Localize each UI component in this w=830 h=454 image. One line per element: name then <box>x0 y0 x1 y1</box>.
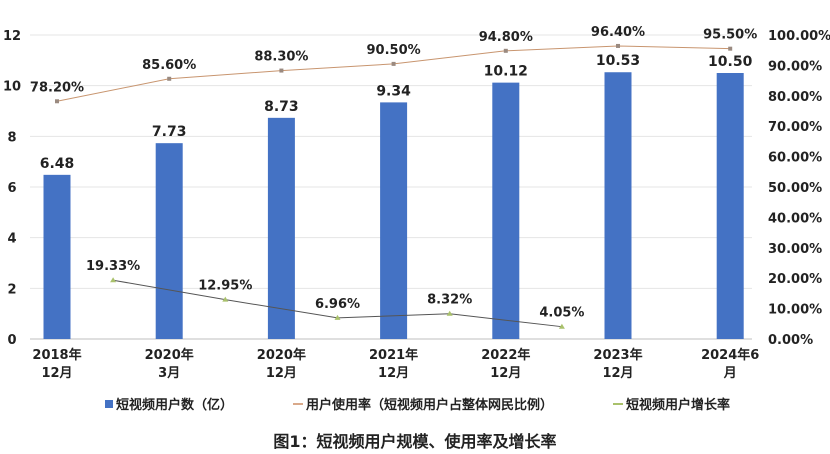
growth-rate-point <box>558 323 565 329</box>
bar <box>43 174 71 339</box>
x-axis-tick: 12月 <box>378 366 409 381</box>
usage-rate-label: 94.80% <box>479 30 533 45</box>
legend: 短视频用户数（亿） 用户使用率（短视频用户占整体网民比例） 短视频用户增长率 <box>105 394 825 413</box>
bar <box>267 117 295 339</box>
chart-title: 图1：短视频用户规模、使用率及增长率 <box>273 432 557 451</box>
legend-item-users: 短视频用户数（亿） <box>105 394 233 413</box>
x-axis-tick: 2022年 <box>481 347 530 363</box>
right-axis-tick: 90.00% <box>768 59 822 74</box>
x-axis-tick: 3月 <box>158 366 180 381</box>
growth-rate-label: 19.33% <box>86 259 140 274</box>
growth-rate-point <box>446 310 453 316</box>
legend-swatch-line <box>613 402 624 405</box>
right-axis-tick: 20.00% <box>768 272 822 287</box>
x-axis-tick: 12月 <box>266 366 297 381</box>
legend-label: 短视频用户增长率 <box>626 398 731 413</box>
right-axis-tick: 30.00% <box>768 242 822 257</box>
bar-label: 10.50 <box>708 54 753 70</box>
x-axis-tick: 2020年 <box>257 347 306 363</box>
left-axis-tick: 6 <box>7 181 16 196</box>
legend-swatch-bar <box>105 399 113 408</box>
legend-item-usage: 用户使用率（短视频用户占整体网民比例） <box>293 394 553 413</box>
growth-rate-label: 4.05% <box>539 306 584 321</box>
bar <box>604 72 632 340</box>
growth-rate-point <box>110 277 117 283</box>
bar <box>492 82 520 340</box>
legend-swatch-line <box>293 402 304 405</box>
usage-rate-point <box>616 43 620 48</box>
x-axis-tick: 月 <box>723 366 737 381</box>
right-axis-tick: 100.00% <box>768 29 830 44</box>
bar-label: 6.48 <box>40 156 75 172</box>
right-axis-tick: 40.00% <box>768 211 822 226</box>
x-axis-tick: 2021年 <box>369 347 418 363</box>
usage-rate-point <box>55 99 59 104</box>
left-axis-tick: 12 <box>3 29 21 44</box>
usage-rate-label: 95.50% <box>703 28 757 43</box>
left-axis-tick: 8 <box>7 130 16 145</box>
right-axis-tick: 50.00% <box>768 181 822 196</box>
bar <box>380 102 408 340</box>
x-axis-tick: 2024年6 <box>701 347 759 363</box>
growth-rate-label: 8.32% <box>427 293 472 308</box>
legend-item-growth: 短视频用户增长率 <box>613 394 730 413</box>
growth-rate-point <box>334 314 341 320</box>
x-axis-tick: 12月 <box>41 366 72 381</box>
right-axis-tick: 70.00% <box>768 120 822 135</box>
usage-rate-label: 85.60% <box>142 58 196 73</box>
bar-label: 8.73 <box>264 99 299 115</box>
left-axis-tick: 4 <box>7 232 16 247</box>
usage-rate-label: 78.20% <box>30 80 84 95</box>
x-axis-tick: 2023年 <box>593 347 642 363</box>
right-axis-tick: 0.00% <box>768 333 813 348</box>
growth-rate-label: 12.95% <box>198 279 252 294</box>
left-axis-tick: 10 <box>3 80 21 95</box>
usage-rate-point <box>391 61 396 66</box>
bar-label: 9.34 <box>376 83 411 99</box>
growth-rate-point <box>222 296 229 302</box>
bar-label: 10.53 <box>596 53 640 69</box>
bar-label: 7.73 <box>152 124 187 140</box>
left-axis-tick: 0 <box>7 333 16 348</box>
usage-rate-point <box>167 76 172 81</box>
right-axis-tick: 60.00% <box>768 151 822 166</box>
right-axis-tick: 80.00% <box>768 90 822 105</box>
bar <box>155 143 183 339</box>
x-axis-tick: 12月 <box>602 366 633 381</box>
left-axis-tick: 2 <box>7 282 16 297</box>
right-axis-tick: 10.00% <box>768 303 822 318</box>
x-axis-tick: 12月 <box>490 366 521 381</box>
legend-label: 短视频用户数（亿） <box>116 398 234 413</box>
usage-rate-point <box>279 68 284 73</box>
usage-rate-label: 90.50% <box>367 43 421 58</box>
bar-label: 10.12 <box>484 64 528 80</box>
usage-rate-label: 96.40% <box>591 25 645 40</box>
usage-rate-point <box>728 46 733 51</box>
x-axis-tick: 2018年 <box>32 347 81 363</box>
usage-rate-label: 88.30% <box>254 50 308 65</box>
growth-rate-label: 6.96% <box>315 297 360 312</box>
usage-rate-point <box>503 48 508 53</box>
legend-label: 用户使用率（短视频用户占整体网民比例） <box>306 398 554 413</box>
x-axis-tick: 2020年 <box>145 347 194 363</box>
bar <box>716 73 744 339</box>
